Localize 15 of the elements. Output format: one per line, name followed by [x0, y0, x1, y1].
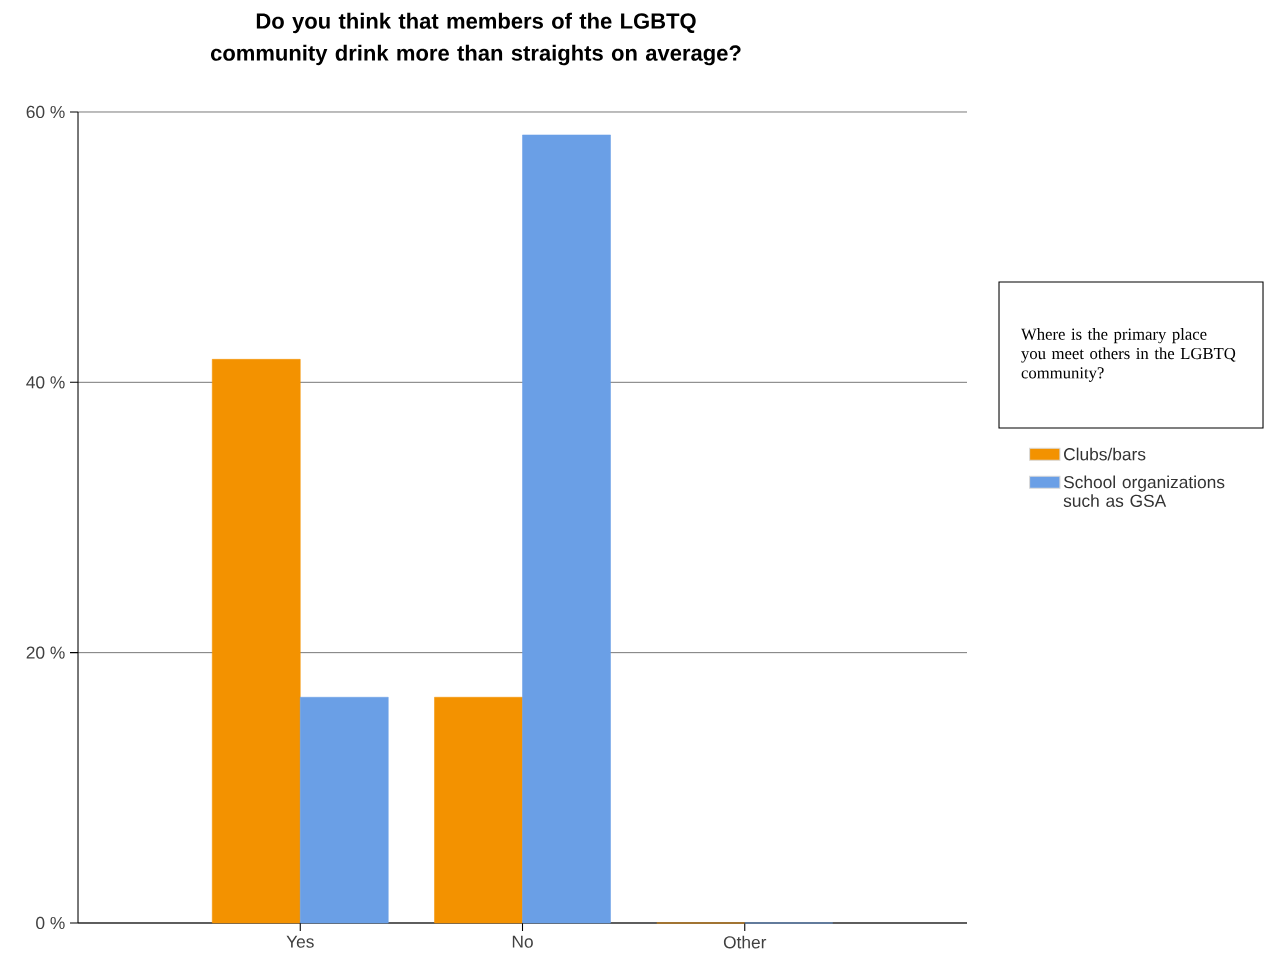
x-tick-label: Other	[723, 935, 767, 949]
y-tick-label: 20 %	[26, 646, 65, 659]
y-tick-label: 60 %	[26, 105, 65, 119]
legend-label: School organizations such as GSA	[1063, 475, 1225, 507]
bar	[522, 134, 611, 924]
legend-label: Clubs/bars	[1064, 447, 1146, 461]
y-tick-label: 40 %	[26, 376, 65, 389]
x-tick-label: Yes	[286, 935, 314, 948]
bar	[434, 696, 523, 924]
y-tick-label: 0 %	[36, 916, 65, 930]
bar	[299, 696, 389, 924]
bar	[211, 359, 301, 924]
x-tick-label: No	[512, 935, 533, 948]
legend-title: Where is the primary place you meet others in the LGBTQ community?	[1021, 328, 1236, 382]
chart-title: Do you think that members of the LGBTQ community drink more than straights on average?	[210, 12, 741, 66]
